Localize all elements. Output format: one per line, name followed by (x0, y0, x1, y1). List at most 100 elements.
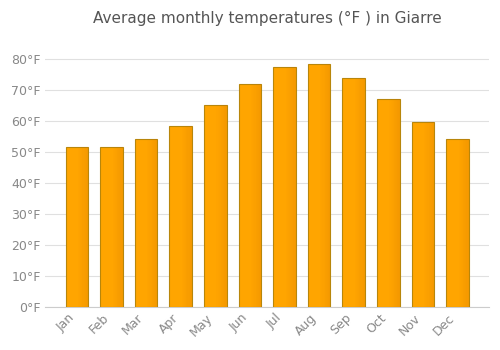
Bar (249, 84, 250, 307)
Bar (238, 84, 261, 307)
Bar (258, 84, 259, 307)
Bar (418, 122, 420, 307)
Bar (428, 122, 430, 307)
Bar (326, 64, 327, 307)
Bar (238, 84, 240, 307)
Bar (377, 99, 400, 307)
Bar (420, 122, 422, 307)
Bar (355, 78, 356, 307)
Bar (342, 78, 365, 307)
Bar (290, 67, 291, 307)
Bar (208, 105, 210, 307)
Bar (426, 122, 428, 307)
Bar (244, 84, 246, 307)
Bar (322, 64, 324, 307)
Bar (117, 147, 118, 307)
Bar (284, 67, 286, 307)
Bar (390, 99, 392, 307)
Bar (147, 139, 148, 307)
Bar (274, 67, 276, 307)
Bar (380, 99, 382, 307)
Bar (152, 139, 153, 307)
Bar (76, 147, 77, 307)
Bar (352, 78, 354, 307)
Bar (319, 64, 320, 307)
Bar (222, 105, 223, 307)
Bar (276, 67, 278, 307)
Bar (460, 139, 461, 307)
Bar (185, 126, 186, 307)
Bar (107, 147, 108, 307)
Bar (329, 64, 330, 307)
Bar (155, 139, 156, 307)
Bar (289, 67, 290, 307)
Bar (78, 147, 79, 307)
Bar (100, 147, 122, 307)
Bar (291, 67, 292, 307)
Bar (318, 64, 319, 307)
Bar (384, 99, 385, 307)
Bar (146, 139, 147, 307)
Bar (454, 139, 455, 307)
Bar (382, 99, 384, 307)
Bar (450, 139, 452, 307)
Bar (256, 84, 258, 307)
Bar (206, 105, 208, 307)
Bar (448, 139, 450, 307)
Bar (205, 105, 206, 307)
Bar (77, 147, 78, 307)
Bar (84, 147, 86, 307)
Bar (416, 122, 418, 307)
Bar (115, 147, 116, 307)
Bar (66, 147, 67, 307)
Bar (346, 78, 347, 307)
Bar (463, 139, 464, 307)
Bar (392, 99, 393, 307)
Bar (80, 147, 82, 307)
Bar (281, 67, 282, 307)
Bar (320, 64, 322, 307)
Bar (324, 64, 326, 307)
Bar (316, 64, 317, 307)
Bar (243, 84, 244, 307)
Bar (378, 99, 380, 307)
Bar (70, 147, 71, 307)
Bar (311, 64, 312, 307)
Bar (466, 139, 468, 307)
Title: Average monthly temperatures (°F ) in Giarre: Average monthly temperatures (°F ) in Gi… (93, 11, 442, 26)
Bar (414, 122, 415, 307)
Bar (364, 78, 365, 307)
Bar (108, 147, 109, 307)
Bar (433, 122, 434, 307)
Bar (348, 78, 349, 307)
Bar (100, 147, 102, 307)
Bar (461, 139, 462, 307)
Bar (150, 139, 152, 307)
Bar (156, 139, 158, 307)
Bar (67, 147, 68, 307)
Bar (453, 139, 454, 307)
Bar (314, 64, 316, 307)
Bar (327, 64, 328, 307)
Bar (114, 147, 115, 307)
Bar (273, 67, 295, 307)
Bar (252, 84, 254, 307)
Bar (431, 122, 432, 307)
Bar (362, 78, 364, 307)
Bar (354, 78, 355, 307)
Bar (250, 84, 251, 307)
Bar (170, 126, 192, 307)
Bar (153, 139, 154, 307)
Bar (182, 126, 183, 307)
Bar (214, 105, 216, 307)
Bar (221, 105, 222, 307)
Bar (87, 147, 88, 307)
Bar (82, 147, 84, 307)
Bar (254, 84, 256, 307)
Bar (396, 99, 398, 307)
Bar (216, 105, 218, 307)
Bar (79, 147, 80, 307)
Bar (170, 126, 172, 307)
Bar (69, 147, 70, 307)
Bar (135, 139, 158, 307)
